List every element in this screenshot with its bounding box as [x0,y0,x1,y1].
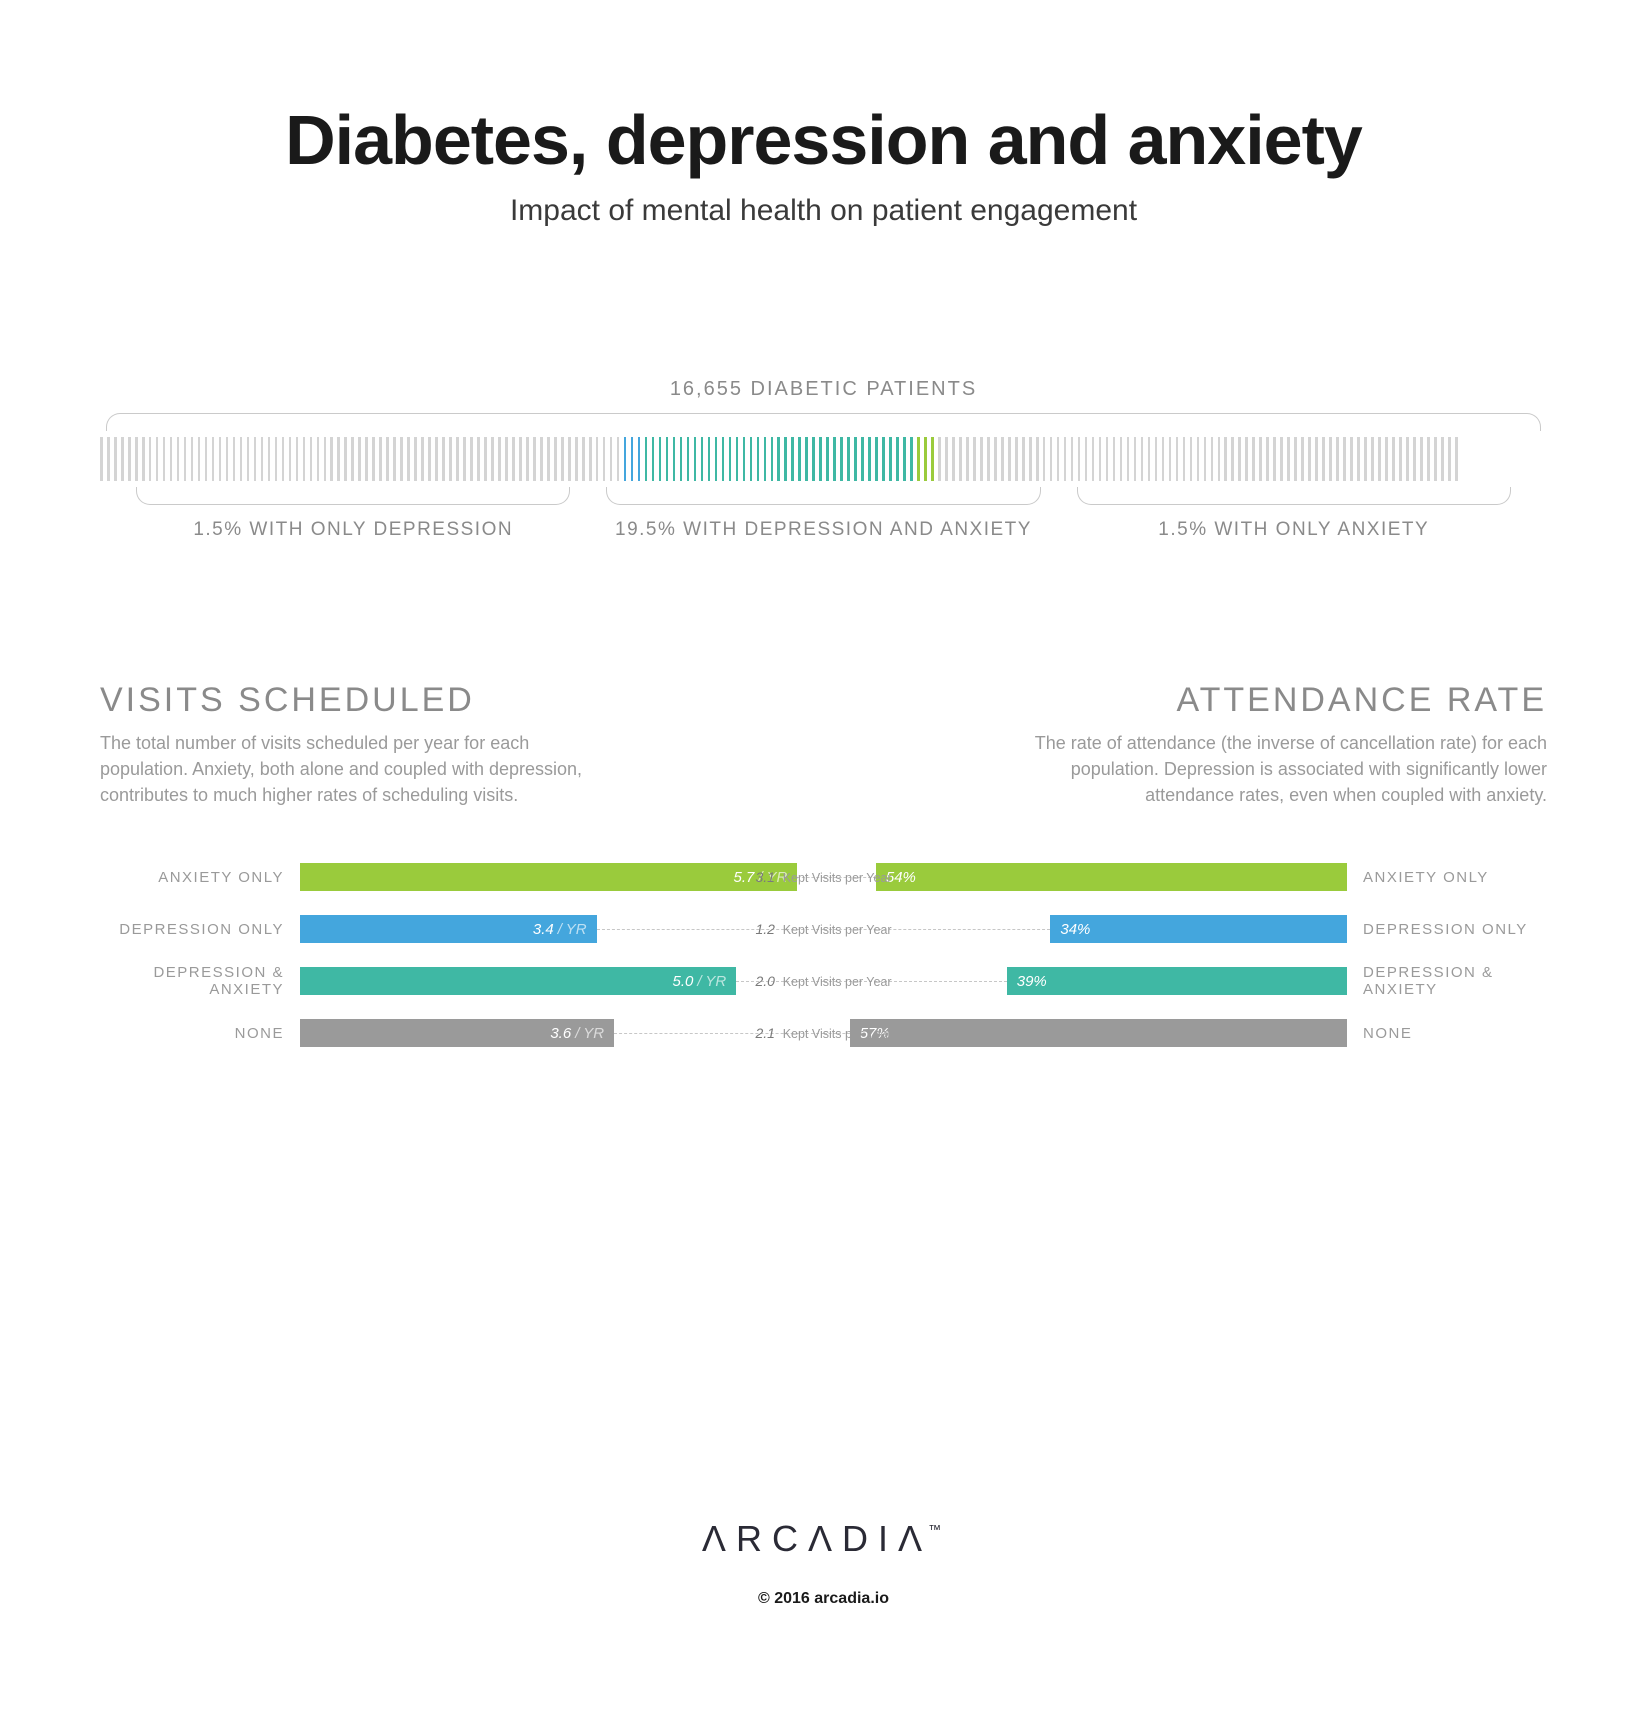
population-segment-label: 1.5% WITH ONLY ANXIETY [1077,519,1511,541]
attendance-rows: 54%ANXIETY ONLY34%DEPRESSION ONLY39%DEPR… [824,854,1548,1056]
attendance-row: 34%DEPRESSION ONLY [824,906,1548,952]
dash-line [824,981,1007,982]
population-brace [136,487,570,505]
attendance-desc: The rate of attendance (the inverse of c… [1027,730,1547,808]
population-header: 16,655 DIABETIC PATIENTS [100,378,1547,401]
population-segment-label: 1.5% WITH ONLY DEPRESSION [136,519,570,541]
dash-line [824,877,876,878]
dash-line [614,1033,823,1034]
panels: VISITS SCHEDULED The total number of vis… [100,681,1547,1056]
visits-bar: 5.0/ YR [300,967,736,995]
row-label: DEPRESSION & ANXIETY [1347,964,1547,998]
population-sub-braces [100,487,1547,505]
visits-bar: 3.4/ YR [300,915,597,943]
dash-line [597,929,824,930]
visits-bar: 5.7/ YR [300,863,797,891]
bar-area: 5.0/ YR [300,967,824,995]
attendance-panel: ATTENDANCE RATE The rate of attendance (… [824,681,1548,1056]
population-brace [1077,487,1511,505]
visits-desc: The total number of visits scheduled per… [100,730,620,808]
tick-segment [917,437,938,481]
visits-bar: 3.6/ YR [300,1019,614,1047]
visits-rows: ANXIETY ONLY5.7/ YR DEPRESSION ONLY3.4/ Y… [100,854,824,1056]
attendance-row: 54%ANXIETY ONLY [824,854,1548,900]
attendance-bar: 54% [876,863,1347,891]
bar-area: 39% [824,967,1348,995]
population-brace [606,487,1040,505]
row-label: NONE [100,1025,300,1042]
dash-line [824,1033,850,1034]
footer: ΛRCΛDIΛ™ © 2016 arcadia.io [0,1518,1647,1608]
logo-text: ΛRCΛDIΛ [702,1518,932,1559]
attendance-bar: 39% [1007,967,1347,995]
row-label: ANXIETY ONLY [1347,869,1547,886]
visits-panel: VISITS SCHEDULED The total number of vis… [100,681,824,1056]
tick-segment [938,437,1462,481]
bar-area: 34% [824,915,1348,943]
copyright: © 2016 arcadia.io [0,1590,1647,1608]
bar-area: 57% [824,1019,1348,1047]
visits-row: NONE3.6/ YR [100,1010,824,1056]
row-label: ANXIETY ONLY [100,869,300,886]
population-ticks [100,437,1547,481]
logo: ΛRCΛDIΛ™ [0,1518,1647,1560]
attendance-bar: 57% [850,1019,1347,1047]
logo-tm: ™ [928,1522,941,1537]
tick-segment [100,437,624,481]
dash-line [736,981,823,982]
population-top-brace [106,413,1541,431]
tick-segment [645,437,917,481]
dash-line [797,877,823,878]
page-subtitle: Impact of mental health on patient engag… [100,194,1547,228]
attendance-row: 57%NONE [824,1010,1548,1056]
page-title: Diabetes, depression and anxiety [100,100,1547,180]
row-label: DEPRESSION & ANXIETY [100,964,300,998]
attendance-bar: 34% [1050,915,1347,943]
population-section: 16,655 DIABETIC PATIENTS 1.5% WITH ONLY … [100,378,1547,541]
row-label: NONE [1347,1025,1547,1042]
attendance-row: 39%DEPRESSION & ANXIETY [824,958,1548,1004]
row-label: DEPRESSION ONLY [1347,921,1547,938]
visits-row: DEPRESSION ONLY3.4/ YR [100,906,824,952]
dash-line [824,929,1051,930]
attendance-title: ATTENDANCE RATE [824,681,1548,720]
population-segment-label: 19.5% WITH DEPRESSION AND ANXIETY [606,519,1040,541]
bar-area: 54% [824,863,1348,891]
row-label: DEPRESSION ONLY [100,921,300,938]
population-sub-labels: 1.5% WITH ONLY DEPRESSION 19.5% WITH DEPR… [100,519,1547,541]
bar-area: 3.6/ YR [300,1019,824,1047]
visits-row: DEPRESSION & ANXIETY5.0/ YR [100,958,824,1004]
visits-title: VISITS SCHEDULED [100,681,824,720]
visits-row: ANXIETY ONLY5.7/ YR [100,854,824,900]
tick-segment [624,437,645,481]
bar-area: 3.4/ YR [300,915,824,943]
bar-area: 5.7/ YR [300,863,824,891]
